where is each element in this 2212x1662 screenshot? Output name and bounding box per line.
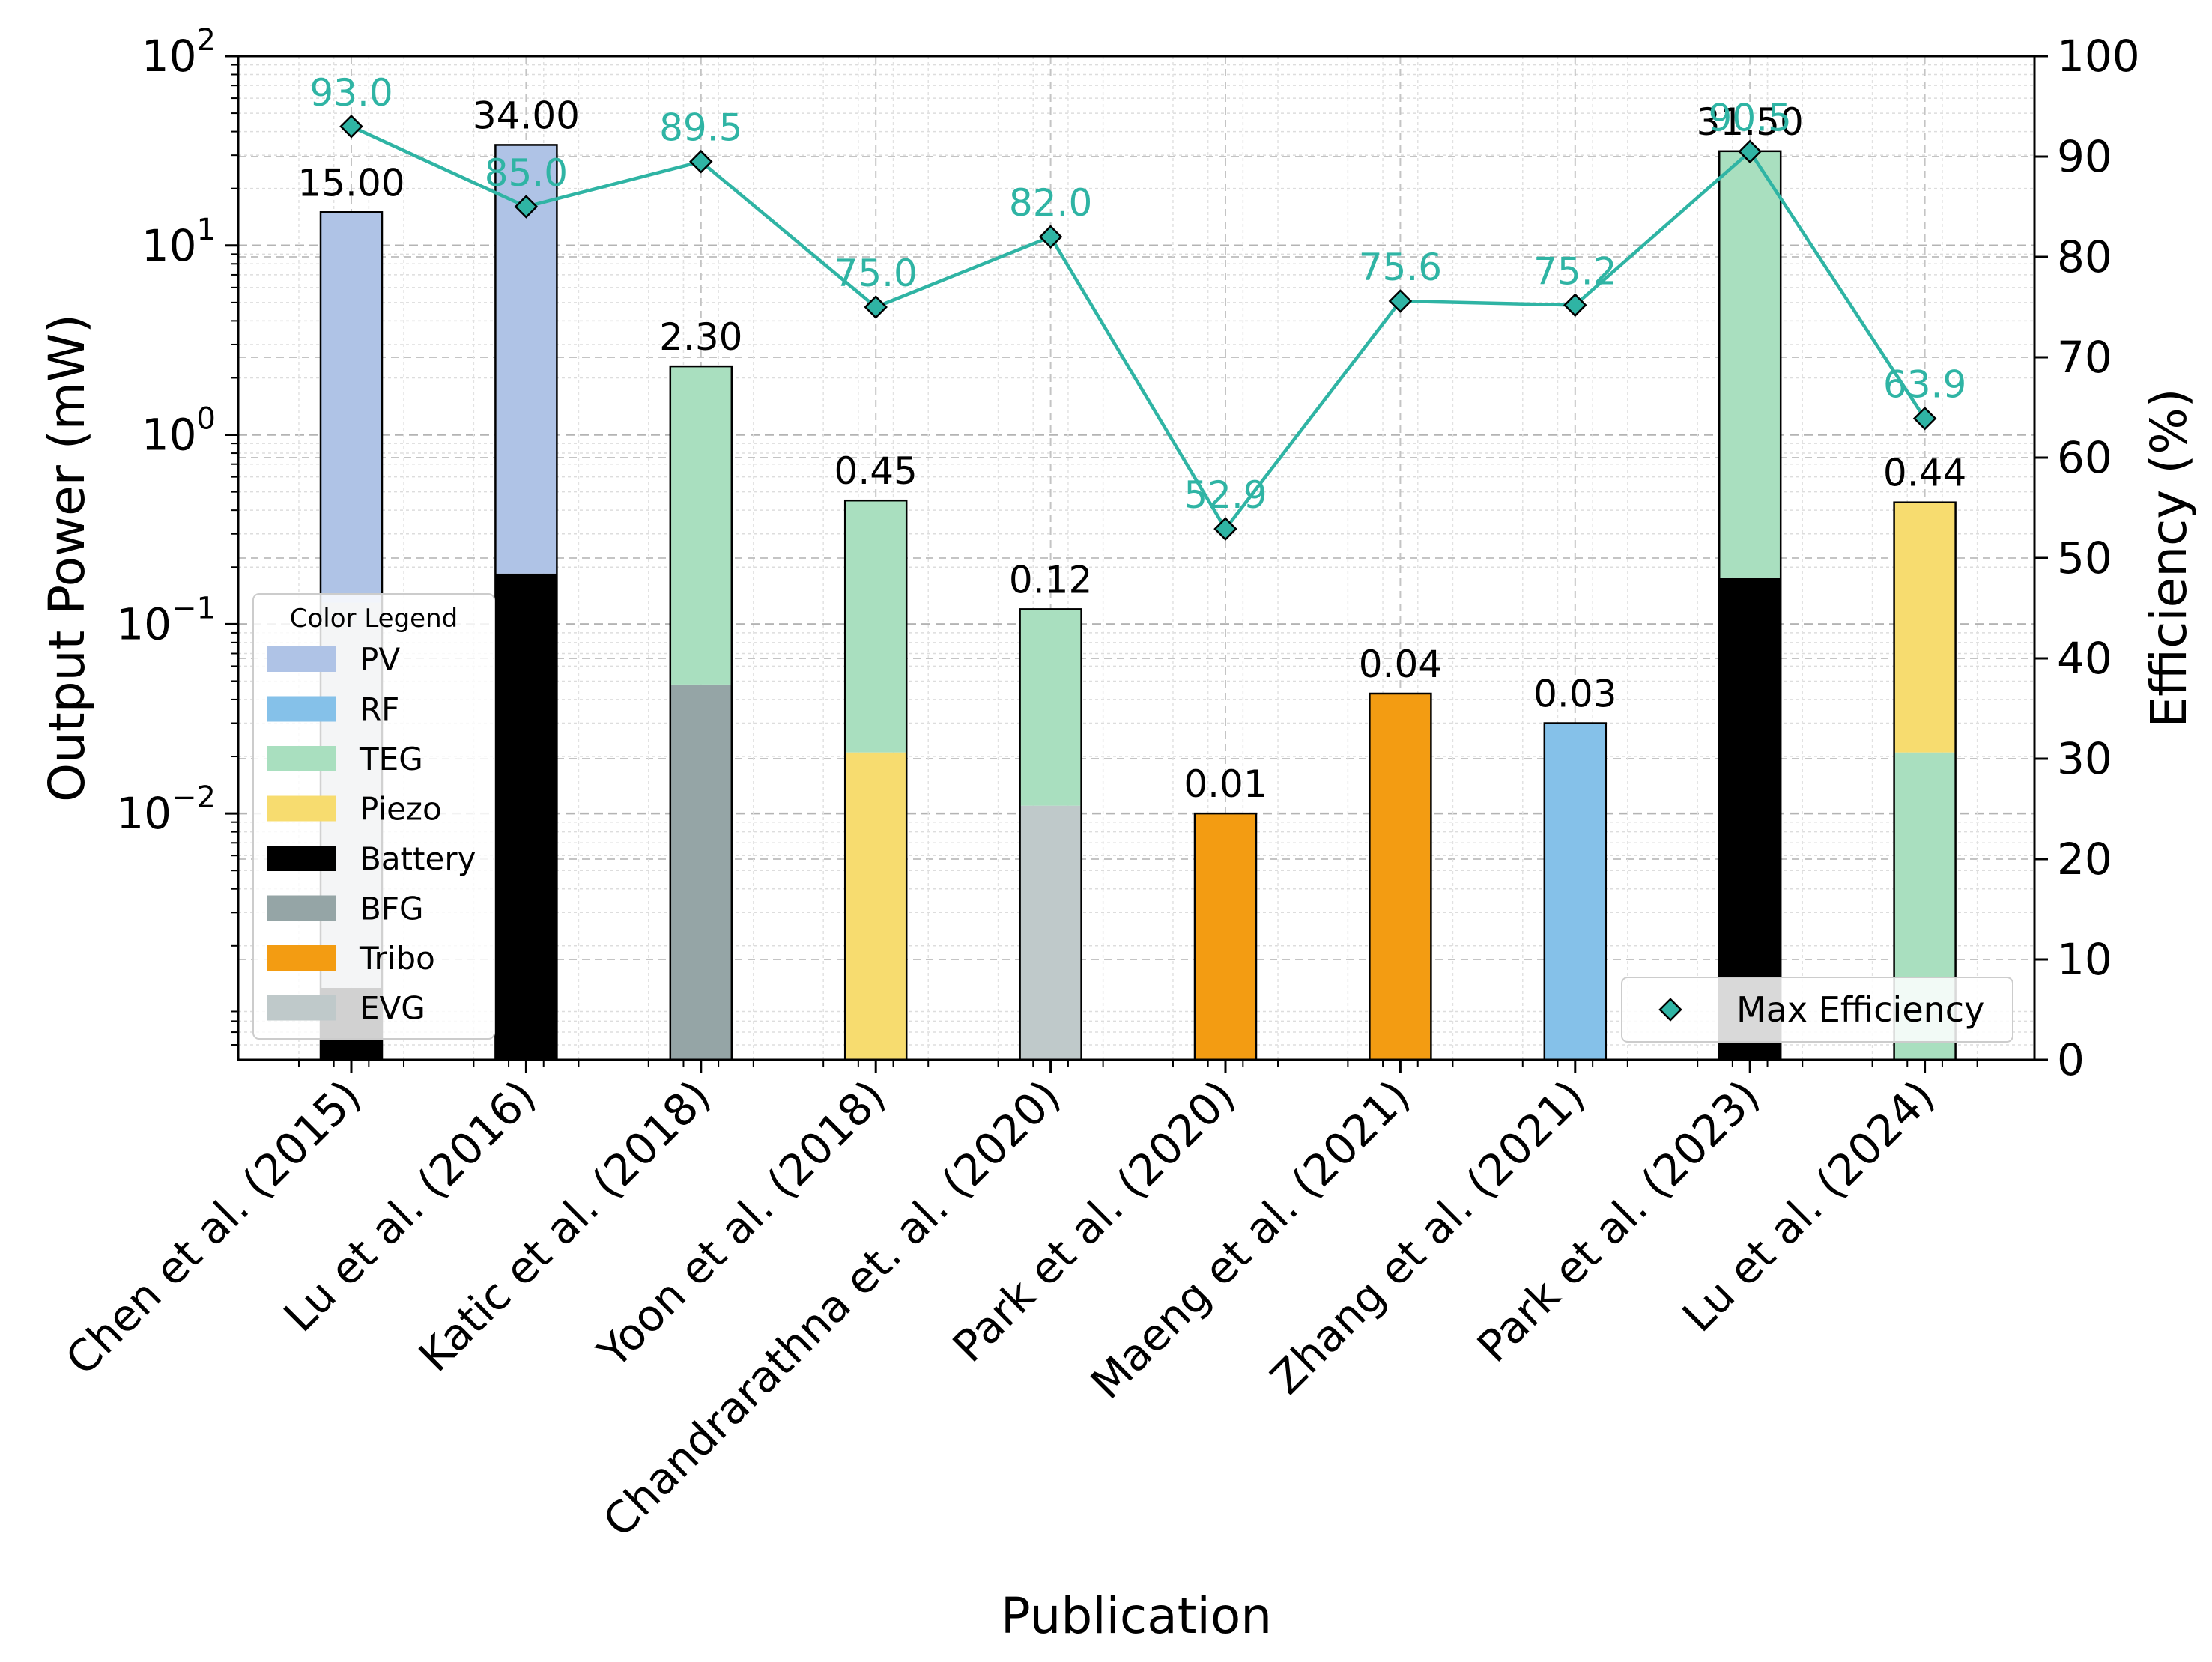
legend-label: EVG [360, 990, 425, 1027]
legend-label: BFG [360, 891, 424, 927]
bar-value-label: 15.00 [297, 161, 404, 204]
bar-segment-rf [1544, 723, 1606, 1060]
legend-swatch-battery [267, 846, 336, 871]
bar-value-label: 0.12 [1009, 558, 1092, 601]
bar-value-label: 0.04 [1359, 643, 1442, 686]
bar-segment-teg [1019, 609, 1082, 806]
efficiency-marker [1388, 289, 1413, 313]
y2-tick-label: 20 [2057, 834, 2112, 885]
bar-value-label: 0.45 [834, 449, 918, 493]
legend-swatch-teg [267, 746, 336, 771]
efficiency-label: 93.0 [309, 71, 393, 115]
legend-label: Piezo [360, 791, 442, 828]
legend-swatch-rf [267, 696, 336, 722]
y2-tick-label: 10 [2057, 934, 2112, 985]
efficiency-label: 89.5 [659, 106, 742, 150]
legend-label: Battery [360, 840, 476, 877]
color-legend: Color Legend PV RF TEG Piezo Battery BFG Tribo E… [252, 593, 495, 1040]
efficiency-marker [689, 149, 713, 174]
efficiency-series: 93.0 85.0 89.5 75.0 82.0 52.9 75.6 75.2 90.5 63.9 [309, 71, 1966, 541]
efficiency-marker [339, 115, 363, 139]
efficiency-marker [1563, 293, 1587, 318]
efficiency-marker [1213, 517, 1237, 541]
x-axis-title: Publication [1001, 1587, 1272, 1645]
legend-swatch-bfg [267, 895, 336, 921]
efficiency-label: 75.6 [1359, 246, 1442, 289]
bar-segment-piezo [845, 752, 907, 1060]
legend-swatch-evg [267, 995, 336, 1021]
bar-segment-teg [845, 500, 907, 753]
efficiency-label: 90.5 [1709, 96, 1792, 139]
efficiency-label: 52.9 [1184, 473, 1267, 517]
legend-swatch-tribo [267, 945, 336, 971]
efficiency-label: 75.0 [834, 252, 918, 295]
bar-value-label: 2.30 [659, 315, 742, 359]
efficiency-label: 63.9 [1883, 363, 1966, 407]
bar-segment-bfg [670, 684, 732, 1060]
efficiency-label: 82.0 [1009, 181, 1092, 225]
efficiency-marker [1738, 139, 1762, 164]
y-axis-title: Output Power (mW) [38, 314, 96, 802]
y2-tick-label: 90 [2057, 131, 2112, 182]
legend2-frame [1621, 977, 2013, 1043]
legend-swatch-pv [267, 646, 336, 672]
y-tick-label: 100 [142, 402, 216, 461]
efficiency-marker [1912, 406, 1937, 431]
efficiency-label: 75.2 [1533, 249, 1616, 293]
bar-value-label: 31.50 [1697, 100, 1804, 144]
y2-tick-label: 40 [2057, 633, 2112, 684]
bar-segment-evg [1019, 805, 1082, 1060]
efficiency-marker [1038, 225, 1063, 249]
legend-label: Tribo [359, 940, 435, 977]
y2-tick-label: 70 [2057, 332, 2112, 383]
efficiency-marker [514, 195, 539, 219]
efficiency-legend: Max Efficiency [1621, 977, 2013, 1043]
y2-tick-label: 0 [2057, 1034, 2085, 1085]
efficiency-line [351, 124, 1927, 533]
y-tick-label: 10−2 [116, 780, 216, 839]
legend-title: Color Legend [290, 604, 458, 634]
legend-label: TEG [359, 741, 423, 777]
y-tick-label: 10−1 [116, 591, 216, 649]
legend2-label: Max Efficiency [1736, 989, 1984, 1030]
bar-segment-teg [670, 366, 732, 685]
bar-segment-teg [1719, 151, 1781, 578]
legend-label: PV [360, 641, 400, 678]
y2-tick-label: 100 [2057, 31, 2140, 82]
bar-value-label: 0.01 [1184, 762, 1267, 806]
y2-tick-label: 30 [2057, 733, 2112, 784]
bar-segment-battery [495, 573, 557, 1060]
y2-tick-label: 80 [2057, 231, 2112, 282]
bar-value-label: 0.44 [1883, 452, 1966, 495]
bar-segment-pv [321, 212, 382, 603]
legend2-marker [1658, 998, 1682, 1022]
bar-value-label: 34.00 [473, 94, 580, 137]
legend-swatch-piezo [267, 795, 336, 822]
bar-segment-piezo [1894, 502, 1956, 753]
y2-tick-label: 60 [2057, 432, 2112, 483]
bar-segment-tribo [1369, 693, 1431, 1060]
legend-label: RF [360, 691, 399, 728]
bar-value-label: 0.03 [1533, 673, 1616, 716]
y2-tick-label: 50 [2057, 533, 2112, 583]
efficiency-label: 85.0 [485, 151, 568, 195]
bar-segment-tribo [1195, 813, 1256, 1060]
bar-labels: 15.00 34.00 2.30 0.45 0.12 0.01 0.04 0.03 31.50 0… [297, 94, 1966, 806]
efficiency-marker [864, 295, 888, 319]
y-tick-label: 101 [142, 213, 216, 271]
y-tick-label: 102 [142, 23, 216, 82]
y2-axis-title: Efficiency (%) [2140, 388, 2198, 727]
